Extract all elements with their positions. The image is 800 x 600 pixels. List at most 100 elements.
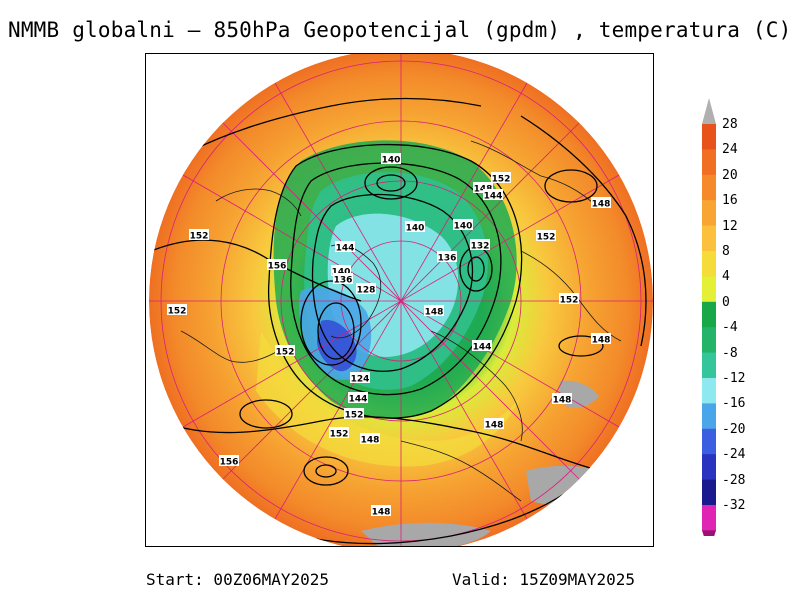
chart-title: NMMB globalni – 850hPa Geopotencijal (gp…: [8, 18, 792, 42]
contour-label-bg: [536, 230, 556, 241]
contour-label: 148: [592, 336, 611, 346]
colorbar-swatch: [702, 251, 716, 277]
colorbar-swatch: [702, 352, 716, 379]
contour-label-bg: [405, 221, 425, 232]
contour-label: 156: [268, 262, 287, 272]
colorbar-top-arrow: [702, 98, 716, 124]
colorbar-tick-label: 16: [722, 193, 738, 209]
contour-label-bg: [333, 273, 353, 284]
contour-label: 140: [382, 156, 401, 166]
colorbar-tick-label: -28: [722, 472, 746, 488]
contour-label-bg: [344, 408, 364, 419]
contour-label: 148: [372, 508, 391, 518]
contour-label-bg: [348, 392, 368, 403]
colorbar-swatch: [702, 225, 716, 252]
contour-label: 152: [330, 430, 349, 440]
colorbar-swatch: [702, 403, 716, 430]
contour-label: 152: [560, 296, 579, 306]
contour-label-bg: [591, 197, 611, 208]
contour-label-bg: [552, 393, 572, 404]
contour-label-bg: [424, 305, 444, 316]
colorbar-tick-label: -16: [722, 396, 746, 412]
contour-label-bg: [360, 433, 380, 444]
contour-label-bg: [472, 340, 492, 351]
map-canvas: 140 148 152 144 148 140 140 152 152 144 132 136 156 1…: [146, 54, 653, 546]
colorbar-tick-label: 0: [722, 294, 730, 310]
contour-label: 152: [190, 232, 209, 242]
contour-label: 148: [553, 396, 572, 406]
colorbar-swatch: [702, 200, 716, 227]
contour-label-bg: [381, 153, 401, 164]
colorbar-swatch: [702, 454, 716, 481]
contour-label: 140: [332, 268, 351, 278]
colorbar-tick-label: 4: [722, 269, 730, 285]
colorbar-swatch: [702, 174, 716, 201]
contour-label-bg: [329, 427, 349, 438]
contour-label-bg: [470, 239, 490, 250]
contour-label-bg: [591, 333, 611, 344]
graticule: [149, 54, 653, 546]
contour-label: 156: [220, 458, 239, 468]
contour-label: 144: [336, 244, 355, 254]
contour-label-bg: [484, 418, 504, 429]
colorbar-swatch: [702, 301, 716, 328]
colorbar-tick-label: 28: [722, 117, 738, 132]
contour-label-bg: [356, 283, 376, 294]
colorbar-tick-label: -32: [722, 498, 746, 513]
contour-label: 152: [168, 307, 187, 317]
contour-label: 148: [361, 436, 380, 446]
temperature-colorbar: 28 24 20 16 12 8 4 0 -4 -8 -12 -16 -20 -24 -28 -32: [700, 96, 760, 536]
valid-time: Valid: 15Z09MAY2025: [452, 570, 636, 589]
contour-label-bg: [167, 304, 187, 315]
colorbar-tick-label: -24: [722, 447, 746, 463]
contour-label-bg: [371, 505, 391, 516]
contour-label: 128: [357, 286, 376, 296]
colorbar-swatch: [702, 276, 716, 303]
colorbar-tick-label: 12: [722, 218, 738, 234]
contour-label-bg: [453, 219, 473, 230]
contour-label-bg: [491, 172, 511, 183]
contour-label: 140: [454, 222, 473, 232]
contour-label: 148: [425, 308, 444, 318]
colorbar-tick-label: -12: [722, 371, 746, 386]
colorbar-swatch: [702, 479, 716, 506]
contour-label-bg: [437, 251, 457, 262]
colorbar-tick-label: 20: [722, 167, 738, 183]
contour-label: 136: [334, 276, 353, 286]
start-time: Start: 00Z06MAY2025: [146, 570, 330, 589]
colorbar-swatch: [702, 327, 716, 354]
contour-label-bg: [473, 182, 493, 193]
contour-label: 152: [492, 175, 511, 185]
colorbar-tick-label: -8: [722, 345, 738, 361]
contour-labels: 140 148 152 144 148 140 140 152 152 144 132 136 156 1…: [167, 153, 611, 518]
polar-map: 140 148 152 144 148 140 140 152 152 144 132 136 156 1…: [145, 53, 654, 547]
colorbar-swatch: [702, 378, 716, 404]
contour-label: 144: [349, 395, 368, 405]
contour-label-bg: [275, 345, 295, 356]
contour-label: 144: [473, 343, 492, 353]
contour-label: 148: [592, 200, 611, 210]
contour-label-bg: [219, 455, 239, 466]
contour-label-bg: [559, 293, 579, 304]
contour-label: 136: [438, 254, 457, 264]
contour-label: 152: [276, 348, 295, 358]
contour-label: 152: [537, 233, 556, 243]
colorbar-swatch: [702, 124, 716, 150]
contour-label: 124: [351, 375, 370, 385]
colorbar-swatches: [702, 98, 716, 536]
colorbar-swatch: [702, 428, 716, 455]
contour-label: 132: [471, 242, 490, 252]
contour-label: 152: [345, 411, 364, 421]
contour-label-bg: [189, 229, 209, 240]
contour-label-bg: [267, 259, 287, 270]
colorbar-swatch: [702, 149, 716, 176]
contour-label-bg: [350, 372, 370, 383]
contour-label-bg: [483, 189, 503, 200]
contour-label-bg: [335, 241, 355, 252]
colorbar-bottom-arrow: [702, 530, 716, 536]
colorbar-swatch: [702, 505, 716, 531]
colorbar-tick-label: 24: [722, 142, 738, 158]
colorbar-tick-label: -4: [722, 320, 738, 336]
colorbar-tick-label: -20: [722, 421, 746, 437]
colorbar-tick-label: 8: [722, 244, 730, 259]
